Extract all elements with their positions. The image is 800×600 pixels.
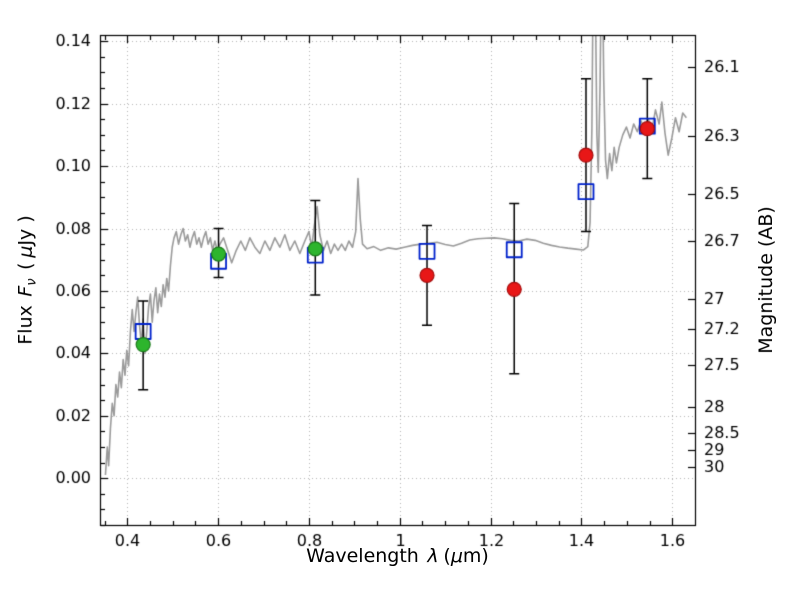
magnitude-axis-label-text: Magnitude (AB) bbox=[755, 206, 777, 354]
y-axis-unit-close: Jy ) bbox=[14, 215, 37, 246]
x-axis-unit-open: ( bbox=[443, 545, 451, 567]
y-axis-label-right: Magnitude (AB) bbox=[755, 206, 777, 354]
x-axis-label: Wavelength λ (μm) bbox=[100, 545, 695, 567]
mu-symbol-left: μ bbox=[14, 245, 37, 258]
x-axis-label-text: Wavelength bbox=[306, 545, 419, 567]
y-axis-label-left: Flux Fν ( μJy ) bbox=[15, 215, 40, 344]
x-axis-unit-close: m) bbox=[462, 545, 489, 567]
flux-symbol: F bbox=[14, 285, 37, 297]
mu-symbol: μ bbox=[450, 545, 463, 567]
nu-subscript: ν bbox=[24, 278, 40, 286]
y-axis-unit-open: ( bbox=[14, 262, 37, 270]
lambda-symbol: λ bbox=[427, 545, 439, 567]
y-axis-label-text: Flux bbox=[14, 305, 37, 345]
